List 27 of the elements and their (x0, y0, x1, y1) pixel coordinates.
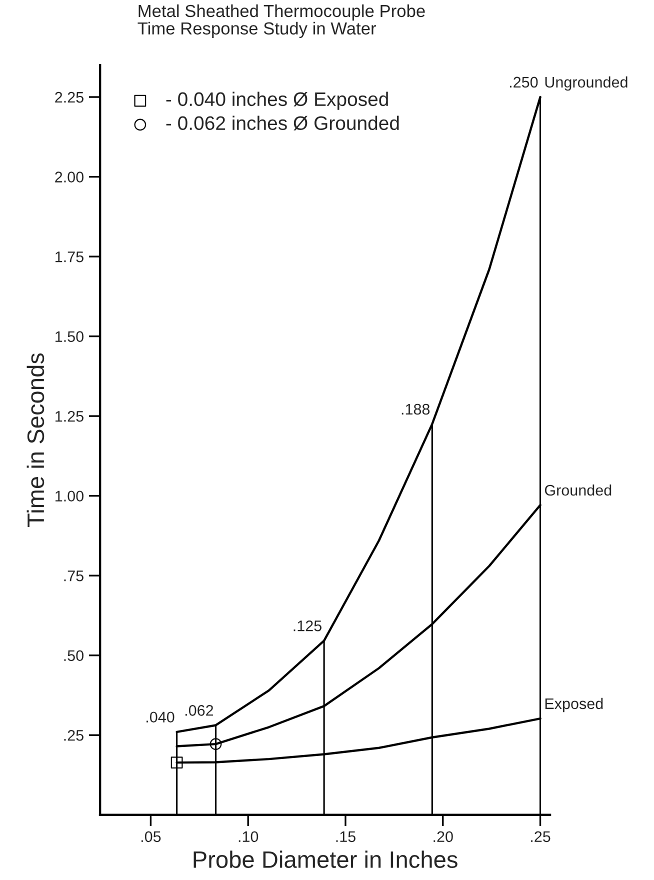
annotation: .250 (510, 76, 538, 88)
y-tick-label: .75 (64, 570, 84, 582)
x-axis-title: Probe Diameter in Inches (194, 850, 458, 868)
y-tick-label: 1.50 (56, 331, 84, 342)
annotation: .125 (294, 620, 322, 632)
annotation: .040 (146, 712, 174, 723)
x-tick-label: .10 (238, 831, 258, 842)
x-tick-label: .25 (531, 831, 550, 842)
y-tick-label: .50 (64, 650, 84, 662)
y-tick-label: 2.25 (55, 92, 84, 103)
series-label: Grounded (544, 484, 612, 496)
series-label: Exposed (545, 698, 603, 712)
y-tick-label: 2.00 (55, 172, 84, 182)
legend-label: - 0.040 inches Ø Exposed (166, 92, 388, 110)
annotation: .062 (185, 705, 214, 716)
y-tick-label: 1.00 (56, 490, 84, 502)
legend-label: - 0.062 inches Ø Grounded (166, 116, 399, 130)
x-tick-label: .15 (336, 831, 356, 842)
y-axis-title: Time in Seconds (26, 353, 44, 527)
annotation: .188 (402, 404, 430, 415)
chart-title: Metal Sheathed Thermocouple Probe Time Response Study in Water (138, 4, 425, 38)
y-tick-label: .25 (64, 730, 84, 741)
series-label: Ungrounded (545, 76, 628, 91)
x-tick-label: .05 (141, 831, 161, 842)
y-tick-label: 1.75 (56, 252, 84, 262)
x-tick-label: .20 (434, 831, 453, 842)
y-tick-label: 1.25 (56, 410, 84, 422)
